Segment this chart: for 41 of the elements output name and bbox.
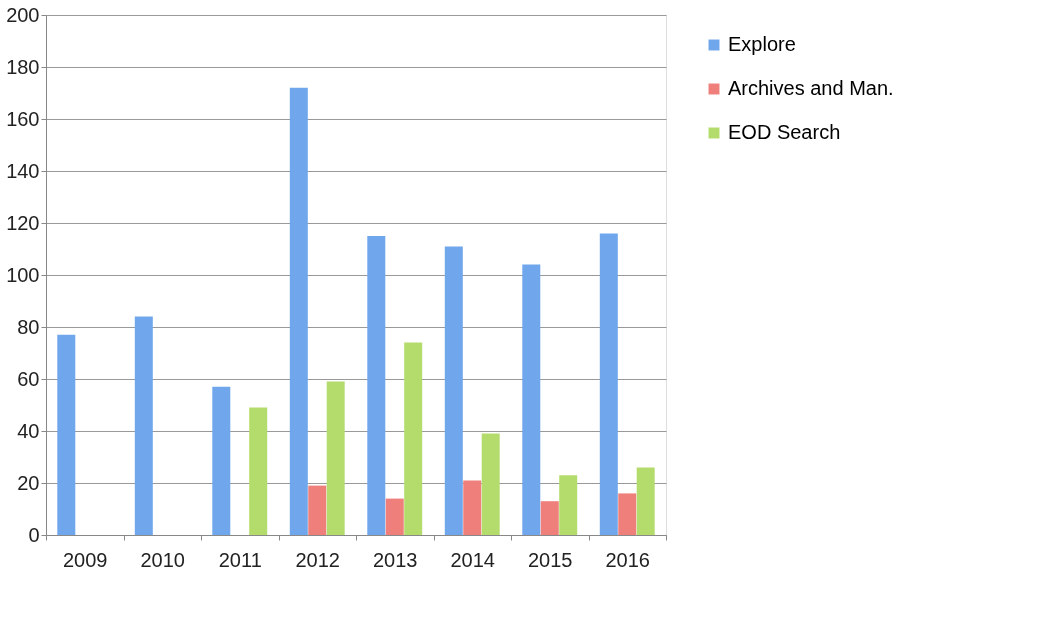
- x-tick-label: 2011: [218, 548, 262, 571]
- legend-label: EOD Search: [728, 121, 841, 143]
- x-tick-label: 2014: [450, 548, 495, 571]
- bar: [385, 498, 404, 535]
- x-tick-label: 2012: [295, 548, 340, 571]
- y-tick-label: 180: [6, 55, 40, 78]
- bar: [249, 407, 268, 535]
- x-tick-label: 2009: [63, 548, 108, 571]
- bar: [599, 233, 618, 535]
- y-tick-label: 60: [17, 367, 40, 390]
- x-tick-label: 2010: [140, 548, 185, 571]
- x-tick-label: 2013: [373, 548, 418, 571]
- y-tick-label: 20: [17, 471, 40, 494]
- bar: [212, 386, 231, 535]
- bar: [463, 480, 482, 535]
- bar: [57, 334, 76, 535]
- bar: [559, 475, 578, 535]
- y-tick-label: 200: [6, 3, 40, 26]
- bar: [308, 485, 327, 535]
- y-tick-label: 40: [17, 419, 40, 442]
- y-tick-label: 160: [6, 107, 40, 130]
- bar: [404, 342, 423, 535]
- bar: [636, 467, 655, 535]
- legend-label: Archives and Man.: [728, 77, 894, 99]
- x-tick-label: 2016: [605, 548, 650, 571]
- bar: [540, 501, 559, 535]
- bar: [618, 493, 637, 535]
- y-tick-label: 0: [28, 523, 40, 546]
- y-tick-label: 120: [6, 211, 40, 234]
- legend-label: Explore: [728, 33, 796, 55]
- bar: [134, 316, 153, 535]
- bar: [326, 381, 345, 535]
- bar: [367, 236, 386, 535]
- bar: [444, 246, 463, 535]
- bar: [289, 87, 308, 535]
- y-tick-label: 140: [6, 159, 40, 182]
- y-tick-label: 80: [17, 315, 40, 338]
- bar: [481, 433, 500, 535]
- y-tick-label: 100: [6, 263, 40, 286]
- bar: [522, 264, 541, 535]
- x-tick-label: 2015: [528, 548, 573, 571]
